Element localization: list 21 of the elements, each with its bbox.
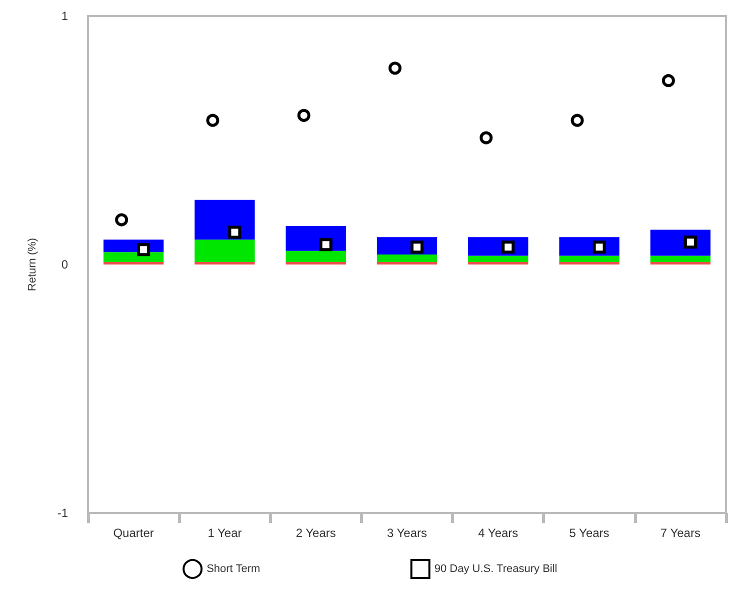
bar [103, 252, 164, 262]
bar [376, 254, 438, 262]
x-tick-label: 3 Years [386, 526, 428, 540]
x-tick-label: 5 Years [569, 526, 610, 540]
x-tick-label: 1 Year [208, 526, 242, 540]
bar [286, 250, 346, 262]
x-tick-label: 2 Years [296, 526, 336, 540]
x-tick-label: 7 Years [660, 526, 700, 540]
bar [194, 240, 255, 262]
bar [468, 256, 528, 262]
y-tick-label: -1 [57, 506, 68, 520]
y-tick-label: 1 [61, 9, 68, 23]
bar [650, 256, 711, 262]
bar [194, 200, 255, 240]
bar [559, 256, 620, 262]
legend-label: 90 Day U.S. Treasury Bill [434, 563, 558, 575]
x-tick-label: Quarter [113, 526, 154, 540]
x-tick-label: 4 Years [478, 526, 518, 540]
y-axis-title: Return (%) [26, 238, 38, 292]
y-tick-label: 0 [61, 258, 68, 272]
legend-label: Short Term [206, 563, 260, 575]
